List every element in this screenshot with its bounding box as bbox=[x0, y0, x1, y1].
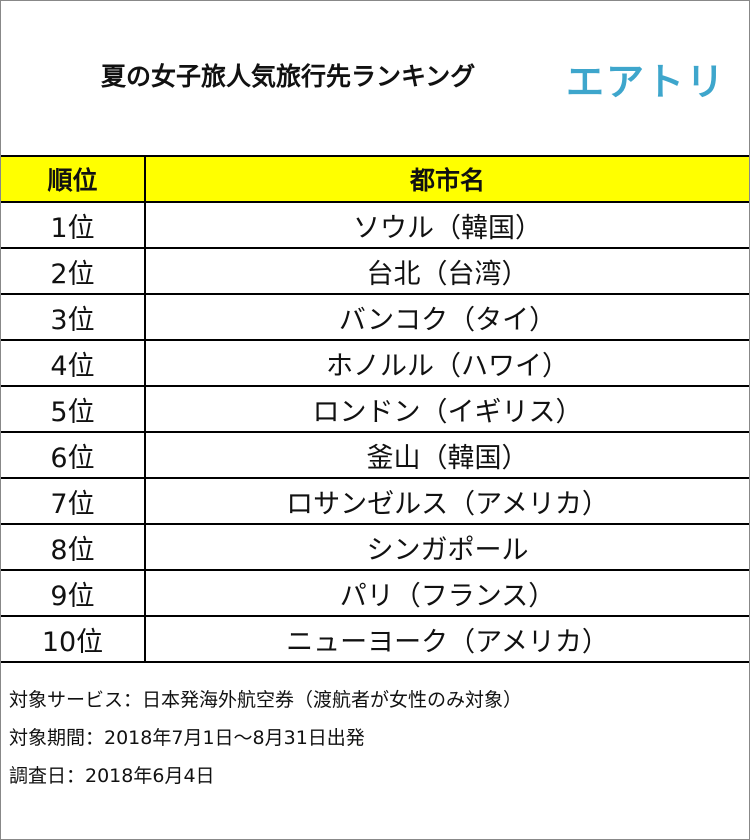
city-cell: ニューヨーク（アメリカ） bbox=[144, 615, 749, 663]
table-row: 7位 ロサンゼルス（アメリカ） bbox=[1, 477, 749, 525]
table-row: 6位 釜山（韓国） bbox=[1, 431, 749, 479]
header-row: 順位 都市名 bbox=[1, 155, 749, 203]
city-cell: 釜山（韓国） bbox=[144, 431, 749, 479]
column-header: 都市名 bbox=[144, 155, 749, 203]
table-row: 9位 パリ（フランス） bbox=[1, 569, 749, 617]
rank-cell: 4位 bbox=[1, 339, 146, 387]
city-cell: 台北（台湾） bbox=[144, 247, 749, 295]
city-cell: パリ（フランス） bbox=[144, 569, 749, 617]
city-cell: シンガポール bbox=[144, 523, 749, 571]
city-cell: ロンドン（イギリス） bbox=[144, 385, 749, 433]
rank-cell: 3位 bbox=[1, 293, 146, 341]
note: 対象期間：2018年7月1日～8月31日出発 bbox=[9, 727, 365, 749]
note: 調査日：2018年6月4日 bbox=[9, 765, 215, 787]
rank-cell: 2位 bbox=[1, 247, 146, 295]
rank-cell: 5位 bbox=[1, 385, 146, 433]
rank-cell: 7位 bbox=[1, 477, 146, 525]
rank-cell: 1位 bbox=[1, 201, 146, 249]
rank-cell: 6位 bbox=[1, 431, 146, 479]
table-row: 2位 台北（台湾） bbox=[1, 247, 749, 295]
note: 対象サービス：日本発海外航空券（渡航者が女性のみ対象） bbox=[9, 689, 523, 711]
table-row: 3位 バンコク（タイ） bbox=[1, 293, 749, 341]
city-cell: ソウル（韓国） bbox=[144, 201, 749, 249]
ranking-table: 順位 都市名 1位 ソウル（韓国） 2位 台北（台湾） 3位 バンコク（タイ） 4位 ホノルル… bbox=[1, 155, 749, 663]
table-row: 8位 シンガポール bbox=[1, 523, 749, 571]
column-header: 順位 bbox=[1, 155, 146, 203]
table-row: 4位 ホノルル（ハワイ） bbox=[1, 339, 749, 387]
city-cell: ホノルル（ハワイ） bbox=[144, 339, 749, 387]
logo: エアトリ bbox=[566, 60, 727, 104]
rank-cell: 8位 bbox=[1, 523, 146, 571]
rank-cell: 9位 bbox=[1, 569, 146, 617]
table-row: 10位 ニューヨーク（アメリカ） bbox=[1, 615, 749, 663]
rank-cell: 10位 bbox=[1, 615, 146, 663]
title: 夏の女子旅人気旅行先ランキング bbox=[101, 62, 476, 91]
table-row: 1位 ソウル（韓国） bbox=[1, 201, 749, 249]
city-cell: ロサンゼルス（アメリカ） bbox=[144, 477, 749, 525]
city-cell: バンコク（タイ） bbox=[144, 293, 749, 341]
table-row: 5位 ロンドン（イギリス） bbox=[1, 385, 749, 433]
